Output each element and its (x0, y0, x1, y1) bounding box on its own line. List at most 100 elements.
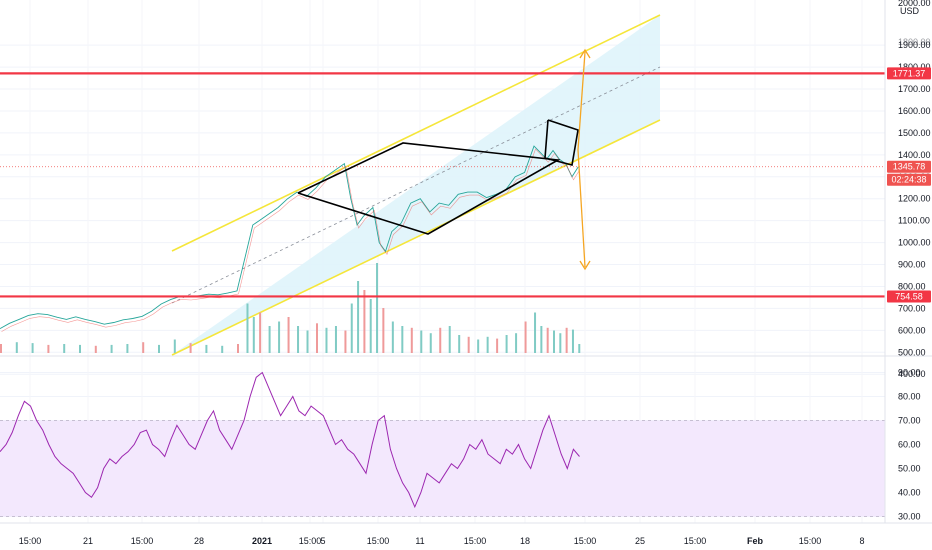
volume-bar (357, 281, 360, 353)
time-tick-label: 15:00 (19, 536, 42, 546)
volume-bar (110, 344, 113, 353)
volume-bar (565, 327, 568, 353)
time-tick-label: 15:00 (799, 536, 822, 546)
volume-bar (515, 333, 518, 353)
price-tick-label: 500.00 (898, 347, 926, 357)
rsi-band (0, 420, 885, 517)
time-tick-label: 15:00 (574, 536, 597, 546)
volume-bar (297, 326, 300, 353)
flag-pattern[interactable] (544, 119, 579, 166)
time-tick-label: 15:00 (684, 536, 707, 546)
price-tick-label: 400.00 (898, 369, 926, 379)
countdown-tag: 02:24:38 (891, 175, 926, 185)
target-arrow-down-head (579, 260, 591, 271)
rsi-tick-label: 80.00 (898, 392, 921, 402)
channel-midline[interactable] (171, 66, 661, 304)
volume-bar (486, 336, 489, 353)
countdown-tag-bg (887, 173, 931, 186)
volume-bar (420, 330, 423, 353)
time-tick-label: Feb (747, 536, 764, 546)
volume-bar (31, 343, 34, 353)
volume-bar (363, 290, 366, 353)
volume-bar (524, 321, 527, 353)
volume-bar (189, 343, 192, 353)
triangle-pattern[interactable] (297, 142, 561, 235)
resistance-price-tag-bg (887, 67, 931, 80)
channel-upper-line[interactable] (171, 14, 661, 252)
rsi-tick-label: 60.00 (898, 440, 921, 450)
volume-bar (496, 338, 499, 353)
volume-bar (553, 330, 555, 353)
rsi-tick-label: 30.00 (898, 512, 921, 522)
volume-bar (344, 330, 347, 353)
volume-bar (237, 344, 239, 353)
volume-bar (429, 333, 432, 353)
price-tick-label: 1600.00 (898, 106, 931, 116)
time-tick-label: 18 (520, 536, 530, 546)
volume-bar (15, 342, 18, 353)
volume-bar (94, 345, 97, 353)
rsi-tick-label: 40.00 (898, 488, 921, 498)
volume-bar (316, 323, 318, 353)
volume-bar (477, 339, 480, 353)
support-price-tag-bg (887, 290, 931, 303)
rsi-tick-label: 90.00 (898, 368, 921, 378)
price-tick-label: 1100.00 (898, 216, 930, 226)
price-tick-label: 1500.00 (898, 128, 931, 138)
rsi-series (0, 371, 580, 509)
pattern-drawings[interactable] (297, 48, 591, 271)
volume-bar (205, 344, 208, 353)
volume-bar (47, 344, 50, 353)
volume-bar (467, 336, 470, 353)
volume-bar (382, 308, 385, 353)
price-tags: 1771.37 754.58 1345.78 02:24:38 (887, 67, 931, 303)
time-tick-label: 21 (83, 536, 93, 546)
volume-bar (259, 312, 262, 353)
price-gridlines (0, 44, 885, 375)
time-tick-label: 15:00 (367, 536, 390, 546)
time-tick-label: 8 (859, 536, 864, 546)
volume-bar (221, 345, 224, 353)
volume-bar (448, 326, 451, 353)
price-tick-label: 1400.00 (898, 150, 931, 160)
volume-bar (325, 327, 328, 353)
volume-bar (458, 335, 461, 353)
time-tick-label: 25 (635, 536, 645, 546)
volume-bar (401, 326, 404, 353)
time-tick-label: 11 (415, 536, 424, 546)
volume-bar (306, 330, 309, 353)
volume-bar (369, 299, 372, 353)
volume-bar (126, 344, 129, 353)
time-tick-label: 2021 (252, 536, 272, 546)
time-tick-label: 28 (194, 536, 204, 546)
volume-bar (546, 327, 549, 353)
currency-label: USD (900, 6, 920, 16)
volume-bar (578, 344, 581, 353)
volume-bar (559, 333, 562, 353)
price-tick-label: 1200.00 (898, 194, 931, 204)
price-tick-label: 1000.00 (898, 238, 931, 248)
support-price-tag: 754.58 (895, 291, 923, 301)
last-price-tag-bg (887, 160, 931, 173)
time-tick-label: 15:00 (464, 536, 487, 546)
volume-bar (534, 312, 537, 353)
target-arrow-up-line[interactable] (577, 51, 586, 151)
price-tick-label: 900.00 (898, 260, 926, 270)
target-arrow-down-line[interactable] (577, 149, 586, 268)
volume-bar (79, 344, 81, 353)
time-tick-label: 15:00 (131, 536, 154, 546)
volume-bar (571, 329, 574, 353)
resistance-price-tag: 1771.37 (893, 68, 926, 78)
rsi-axis[interactable]: 90.00 80.00 70.00 60.00 50.00 40.00 30.00 (898, 368, 921, 522)
time-axis[interactable]: 15:00 21 15:00 28 2021 15:00 5 15:00 11 15:00 18 15… (19, 536, 865, 546)
volume-bar (278, 321, 281, 353)
price-tick-label: 1800.00 (898, 62, 931, 72)
volume-bar (505, 335, 508, 353)
volume-bar (410, 327, 413, 353)
volume-bar (246, 303, 249, 353)
volume-bar (334, 326, 337, 353)
price-tick-label: 800.00 (898, 281, 926, 291)
volume-bar (439, 327, 442, 353)
volume-bars (0, 263, 581, 353)
